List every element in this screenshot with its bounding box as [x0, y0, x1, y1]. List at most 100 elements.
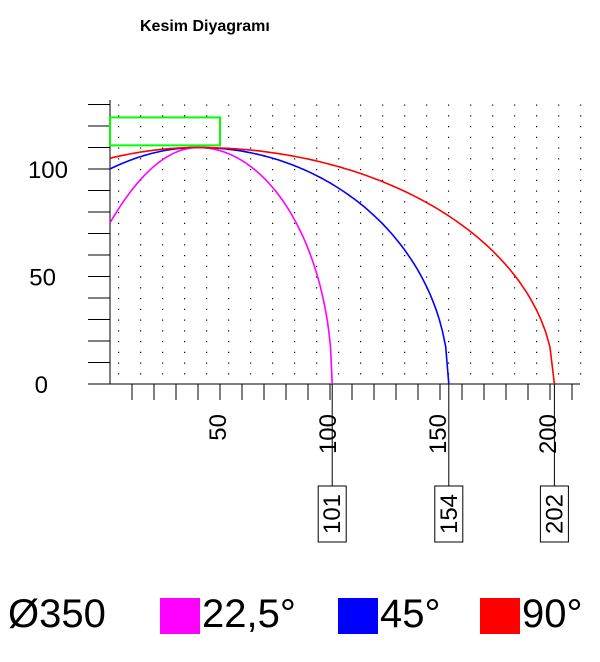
grid-dot	[162, 212, 164, 214]
grid-dot	[250, 190, 252, 192]
grid-dot	[404, 330, 406, 332]
grid-dot	[228, 169, 230, 171]
grid-dot	[514, 319, 516, 321]
grid-dot	[206, 190, 208, 192]
grid-dot	[360, 287, 362, 289]
x-tick-label: 150	[425, 414, 452, 454]
end-label-box-1	[317, 485, 347, 543]
grid-dot	[140, 341, 142, 343]
grid-dot	[140, 373, 142, 375]
grid-dot	[536, 190, 538, 192]
grid-dot	[294, 201, 296, 203]
grid-dot	[272, 330, 274, 332]
grid-dot	[338, 351, 340, 353]
grid-dot	[316, 158, 318, 160]
grid-dot	[338, 308, 340, 310]
grid-dot	[338, 362, 340, 364]
grid-dot	[470, 308, 472, 310]
grid-dot	[162, 136, 164, 138]
grid-dot	[514, 341, 516, 343]
grid-dot	[558, 136, 560, 138]
grid-dot	[294, 169, 296, 171]
grid-dot	[426, 330, 428, 332]
grid-dot	[206, 222, 208, 224]
grid-dot	[206, 287, 208, 289]
grid-dot	[514, 373, 516, 375]
grid-dot	[426, 222, 428, 224]
grid-dot	[404, 222, 406, 224]
grid-dot	[448, 255, 450, 257]
grid-dot	[316, 287, 318, 289]
grid-dot	[514, 362, 516, 364]
grid-dot	[118, 190, 120, 192]
grid-dot	[536, 287, 538, 289]
grid-dot	[316, 104, 318, 106]
grid-dot	[514, 179, 516, 181]
grid-dot	[294, 308, 296, 310]
grid-dot	[250, 115, 252, 117]
grid-dot	[184, 351, 186, 353]
grid-dot	[536, 255, 538, 257]
grid-dot	[338, 201, 340, 203]
grid-dot	[404, 308, 406, 310]
grid-dot	[558, 201, 560, 203]
grid-dot	[404, 298, 406, 300]
grid-dot	[272, 212, 274, 214]
grid-dot	[140, 115, 142, 117]
grid-dot	[250, 287, 252, 289]
grid-dot	[426, 147, 428, 149]
grid-dot	[404, 255, 406, 257]
grid-dot	[250, 330, 252, 332]
grid-dot	[140, 136, 142, 138]
grid-dot	[514, 126, 516, 128]
end-label-box-3	[539, 485, 569, 543]
grid-dot	[118, 319, 120, 321]
grid-dot	[470, 169, 472, 171]
grid-dot	[250, 276, 252, 278]
grid-dot	[470, 179, 472, 181]
grid-dot	[140, 158, 142, 160]
grid-dot	[272, 298, 274, 300]
grid-dot	[206, 255, 208, 257]
grid-dot	[360, 244, 362, 246]
grid-dot	[294, 373, 296, 375]
grid-dot	[558, 276, 560, 278]
grid-dot	[162, 147, 164, 149]
series-line-1	[109, 146, 333, 385]
grid-dot	[338, 222, 340, 224]
grid-dot	[184, 126, 186, 128]
grid-dot	[316, 308, 318, 310]
grid-dot	[118, 169, 120, 171]
grid-dot	[140, 233, 142, 235]
grid-dot	[492, 158, 494, 160]
grid-dot	[426, 244, 428, 246]
grid-dot	[316, 362, 318, 364]
grid-dot	[382, 190, 384, 192]
grid-dot	[184, 276, 186, 278]
grid-dot	[250, 136, 252, 138]
y-tick-label: 50	[29, 265, 56, 292]
grid-dot	[492, 298, 494, 300]
grid-dot	[360, 136, 362, 138]
grid-dot	[272, 104, 274, 106]
grid-dot	[426, 169, 428, 171]
grid-dot	[316, 330, 318, 332]
grid-dot	[250, 298, 252, 300]
grid-dot	[514, 212, 516, 214]
grid-dot	[536, 265, 538, 267]
grid-dot	[404, 244, 406, 246]
grid-dot	[448, 222, 450, 224]
grid-dot	[294, 287, 296, 289]
grid-dot	[470, 341, 472, 343]
grid-dot	[404, 158, 406, 160]
grid-dot	[514, 136, 516, 138]
grid-dot	[228, 341, 230, 343]
grid-dot	[162, 222, 164, 224]
grid-dot	[250, 341, 252, 343]
grid-dot	[316, 115, 318, 117]
grid-dot	[558, 169, 560, 171]
legend-swatch-22-5	[160, 598, 200, 634]
grid-dot	[558, 373, 560, 375]
grid-dot	[580, 169, 582, 171]
grid-dot	[118, 222, 120, 224]
